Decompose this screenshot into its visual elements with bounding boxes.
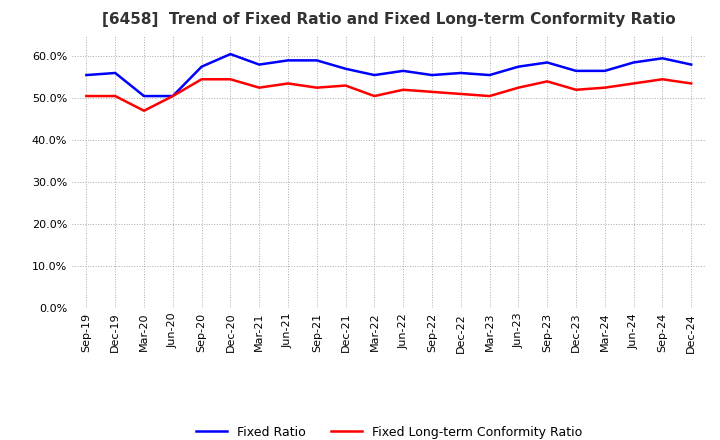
Fixed Ratio: [658, 55, 667, 61]
Fixed Ratio: [629, 60, 638, 65]
Fixed Ratio: [514, 64, 523, 70]
Fixed Long-term Conformity Ratio: [111, 93, 120, 99]
Fixed Long-term Conformity Ratio: [658, 77, 667, 82]
Fixed Ratio: [485, 73, 494, 78]
Fixed Long-term Conformity Ratio: [543, 79, 552, 84]
Title: [6458]  Trend of Fixed Ratio and Fixed Long-term Conformity Ratio: [6458] Trend of Fixed Ratio and Fixed Lo…: [102, 12, 675, 27]
Fixed Ratio: [600, 68, 609, 73]
Fixed Long-term Conformity Ratio: [82, 93, 91, 99]
Fixed Ratio: [226, 51, 235, 57]
Fixed Long-term Conformity Ratio: [456, 92, 465, 97]
Line: Fixed Ratio: Fixed Ratio: [86, 54, 691, 96]
Fixed Ratio: [370, 73, 379, 78]
Fixed Long-term Conformity Ratio: [572, 87, 580, 92]
Fixed Ratio: [687, 62, 696, 67]
Fixed Long-term Conformity Ratio: [600, 85, 609, 90]
Fixed Long-term Conformity Ratio: [428, 89, 436, 95]
Fixed Ratio: [572, 68, 580, 73]
Fixed Long-term Conformity Ratio: [687, 81, 696, 86]
Fixed Long-term Conformity Ratio: [284, 81, 292, 86]
Legend: Fixed Ratio, Fixed Long-term Conformity Ratio: Fixed Ratio, Fixed Long-term Conformity …: [191, 421, 587, 440]
Fixed Ratio: [255, 62, 264, 67]
Fixed Ratio: [428, 73, 436, 78]
Fixed Long-term Conformity Ratio: [514, 85, 523, 90]
Fixed Long-term Conformity Ratio: [168, 93, 177, 99]
Fixed Long-term Conformity Ratio: [140, 108, 148, 114]
Fixed Long-term Conformity Ratio: [341, 83, 350, 88]
Fixed Ratio: [456, 70, 465, 76]
Fixed Long-term Conformity Ratio: [197, 77, 206, 82]
Line: Fixed Long-term Conformity Ratio: Fixed Long-term Conformity Ratio: [86, 79, 691, 111]
Fixed Ratio: [543, 60, 552, 65]
Fixed Ratio: [140, 93, 148, 99]
Fixed Ratio: [399, 68, 408, 73]
Fixed Long-term Conformity Ratio: [226, 77, 235, 82]
Fixed Ratio: [197, 64, 206, 70]
Fixed Ratio: [284, 58, 292, 63]
Fixed Long-term Conformity Ratio: [255, 85, 264, 90]
Fixed Long-term Conformity Ratio: [485, 93, 494, 99]
Fixed Long-term Conformity Ratio: [399, 87, 408, 92]
Fixed Long-term Conformity Ratio: [312, 85, 321, 90]
Fixed Ratio: [312, 58, 321, 63]
Fixed Ratio: [111, 70, 120, 76]
Fixed Long-term Conformity Ratio: [629, 81, 638, 86]
Fixed Ratio: [168, 93, 177, 99]
Fixed Ratio: [341, 66, 350, 71]
Fixed Long-term Conformity Ratio: [370, 93, 379, 99]
Fixed Ratio: [82, 73, 91, 78]
